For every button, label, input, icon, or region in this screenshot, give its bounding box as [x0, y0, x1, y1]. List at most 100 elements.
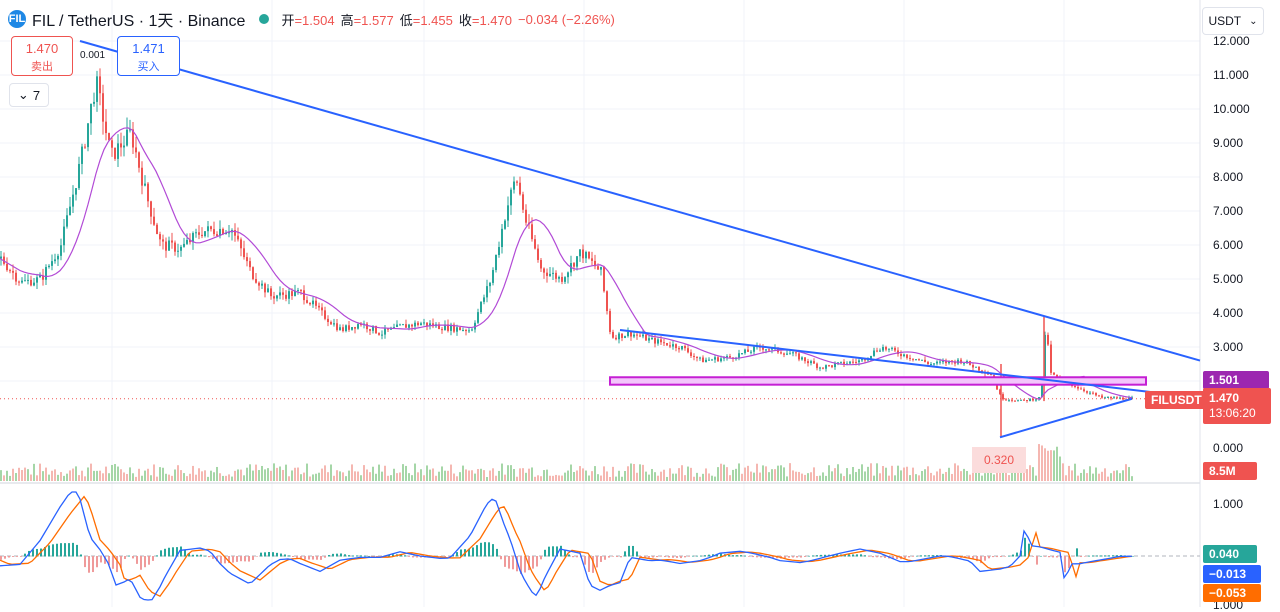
- symbol-title[interactable]: FIL / TetherUS · 1天 · Binance: [32, 13, 246, 30]
- candle-body: [129, 129, 131, 131]
- volume-bar: [42, 471, 44, 481]
- sell-button[interactable]: 1.470 卖出: [11, 36, 73, 76]
- macd-histogram-bar: [448, 556, 450, 557]
- buy-button[interactable]: 1.471 买入: [117, 36, 180, 76]
- macd-histogram-bar: [1048, 556, 1050, 558]
- macd-histogram-bar: [36, 548, 38, 557]
- volume-bar: [456, 476, 458, 481]
- candle-body: [684, 345, 686, 349]
- macd-histogram-bar: [400, 554, 402, 557]
- candle-body: [543, 268, 545, 273]
- candle-body: [228, 232, 230, 234]
- volume-bar: [1047, 450, 1049, 481]
- price-axis-label: 12.000: [1213, 34, 1250, 48]
- candle-body: [855, 361, 857, 363]
- candle-body: [606, 291, 608, 312]
- candle-body: [708, 359, 710, 361]
- volume-bar: [15, 473, 17, 481]
- candle-body: [57, 255, 59, 260]
- macd-histogram-bar: [696, 555, 698, 557]
- candle-body: [489, 282, 491, 287]
- candle-body: [1005, 399, 1007, 401]
- macd-histogram-bar: [108, 556, 110, 566]
- volume-bar: [1095, 467, 1097, 481]
- volume-bar: [966, 470, 968, 481]
- candle-body: [630, 332, 632, 337]
- candle-body: [345, 325, 347, 332]
- candle-body: [426, 322, 428, 327]
- candle-body: [396, 324, 398, 328]
- candle-body: [66, 215, 68, 227]
- volume-bar: [342, 472, 344, 481]
- volume-bar: [507, 465, 509, 481]
- candle-body: [1110, 396, 1112, 399]
- candle-body: [1056, 374, 1058, 377]
- candle-body: [150, 201, 152, 217]
- candle-body: [942, 361, 944, 363]
- macd-histogram-bar: [1076, 548, 1078, 557]
- volume-bar: [702, 473, 704, 481]
- candle-body: [720, 358, 722, 362]
- high-value: =1.577: [353, 12, 394, 28]
- candle-body: [621, 333, 623, 338]
- volume-bar: [627, 466, 629, 481]
- sell-price: 1.470: [25, 41, 59, 56]
- candle-body: [402, 324, 404, 326]
- volume-bar: [111, 464, 113, 481]
- macd-histogram-bar: [996, 556, 998, 558]
- volume-bar: [708, 473, 710, 481]
- volume-bar: [747, 465, 749, 481]
- support-zone: [609, 376, 1147, 386]
- volume-bar: [411, 475, 413, 481]
- volume-bar: [537, 475, 539, 481]
- candle-body: [588, 252, 590, 259]
- candle-body: [219, 228, 221, 236]
- macd-histogram-bar: [180, 546, 182, 557]
- volume-bar: [540, 476, 542, 481]
- volume-bar: [936, 471, 938, 481]
- volume-bar: [288, 476, 290, 481]
- macd-histogram-bar: [1068, 556, 1070, 569]
- macd-histogram-bar: [636, 551, 638, 557]
- macd-histogram-bar: [588, 556, 590, 572]
- volume-bar: [876, 463, 878, 481]
- macd-histogram-bar: [156, 555, 158, 557]
- volume-bar: [726, 467, 728, 481]
- macd-histogram-bar: [524, 556, 526, 573]
- volume-bar: [489, 470, 491, 481]
- indicators-toggle-button[interactable]: ⌄ 7: [9, 83, 49, 107]
- volume-bar: [1008, 475, 1010, 481]
- candle-body: [99, 76, 101, 94]
- macd-histogram-bar: [172, 547, 174, 557]
- macd-histogram-bar: [292, 556, 294, 558]
- macd-histogram-bar: [1064, 556, 1066, 573]
- macd-histogram-bar: [280, 553, 282, 557]
- volume-bar: [660, 471, 662, 481]
- candle-body: [486, 286, 488, 298]
- last-price: 1.470: [1209, 391, 1240, 405]
- volume-bar: [243, 475, 245, 481]
- candle-body: [723, 357, 725, 359]
- macd-histogram-bar: [704, 555, 706, 557]
- currency-select[interactable]: USDT ⌄: [1202, 7, 1264, 35]
- macd-histogram-bar: [332, 553, 334, 557]
- candle-body: [972, 364, 974, 368]
- macd-histogram-bar: [224, 556, 226, 564]
- candle-body: [24, 280, 26, 282]
- candle-body: [747, 349, 749, 352]
- macd-histogram-bar: [884, 556, 886, 558]
- macd-histogram-bar: [1016, 552, 1018, 557]
- candle-body: [555, 272, 557, 279]
- volume-bar: [840, 473, 842, 481]
- volume-bar: [183, 473, 185, 481]
- macd-histogram-bar: [1004, 556, 1006, 557]
- macd-histogram-bar: [272, 552, 274, 557]
- candle-body: [147, 183, 149, 202]
- volume-bar: [3, 475, 5, 481]
- macd-histogram-bar: [508, 556, 510, 569]
- volume-bar: [255, 464, 257, 481]
- volume-bar: [831, 471, 833, 481]
- volume-bar: [258, 470, 260, 481]
- candle-body: [648, 338, 650, 341]
